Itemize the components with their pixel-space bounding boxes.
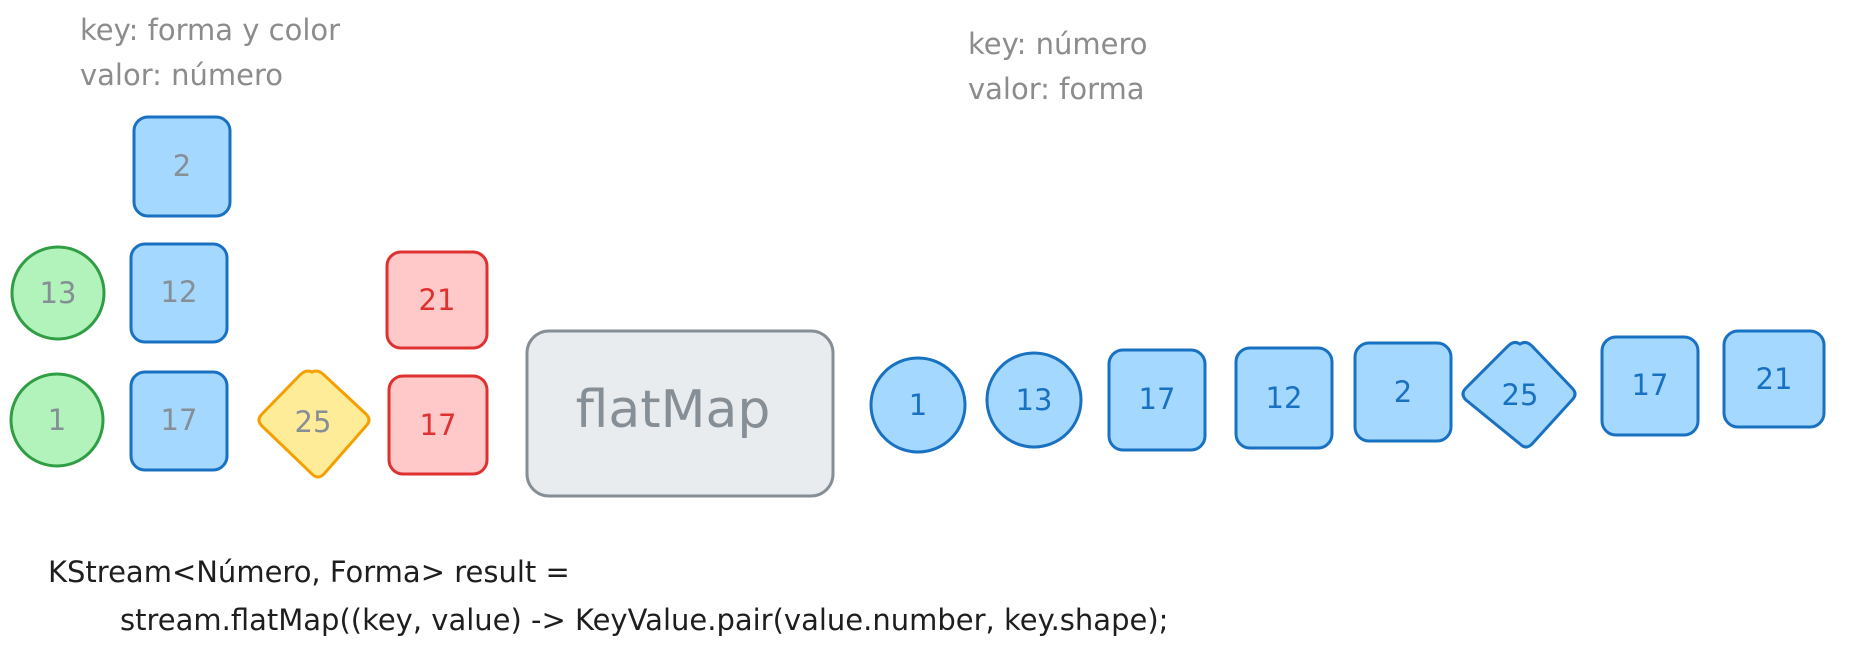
output-shape-2-square: 2 [1353,341,1453,443]
input-shape-17-blue-square: 17 [129,370,229,472]
input-label: 13 [40,276,77,310]
input-note-key: key: forma y color [80,13,341,47]
output-shape-1-circle: 1 [869,356,967,454]
output-shape-17-square: 17 [1107,348,1207,452]
output-label: 17 [1632,368,1669,402]
input-shape-13-green-circle: 13 [10,245,106,341]
input-label: 2 [173,149,191,183]
input-note-value: valor: número [80,58,284,92]
input-label: 12 [161,275,198,309]
input-shape-12-blue-square: 12 [129,242,229,344]
output-label: 25 [1502,378,1539,412]
code-line-2: stream.flatMap((key, value) -> KeyValue.… [120,603,1169,637]
output-shape-21-square: 21 [1722,329,1826,429]
input-label: 17 [420,408,457,442]
operator-label: flatMap [576,380,771,440]
output-stream: 1 13 17 12 2 [869,329,1826,454]
output-label: 2 [1394,375,1412,409]
output-label: 13 [1016,383,1053,417]
output-label: 12 [1266,381,1303,415]
output-note-value: valor: forma [968,72,1145,106]
input-label: 17 [161,403,198,437]
output-note: key: número valor: forma [968,22,1148,112]
output-label: 17 [1139,382,1176,416]
input-shape-25-yellow-diamond: 25 [257,369,371,479]
input-label: 21 [419,283,456,317]
code-line-1: KStream<Número, Forma> result = [48,555,570,589]
input-note: key: forma y color valor: número [80,8,340,98]
input-label: 1 [48,403,66,437]
output-shape-13-circle: 13 [985,351,1083,449]
flatmap-operator: flatMap [525,329,835,498]
output-label: 1 [909,388,927,422]
output-note-key: key: número [968,27,1148,61]
output-shape-17-square-2: 17 [1600,335,1700,437]
input-shape-2-blue-square: 2 [132,115,232,218]
output-label: 21 [1756,362,1793,396]
input-shape-21-red-square: 21 [385,250,489,350]
input-shape-17-red-square: 17 [387,374,489,476]
output-shape-25-diamond: 25 [1461,340,1577,449]
input-stream: 2 13 12 21 1 [9,115,489,479]
output-shape-12-square: 12 [1234,346,1334,450]
input-shape-1-green-circle: 1 [9,372,105,468]
input-label: 25 [295,405,332,439]
